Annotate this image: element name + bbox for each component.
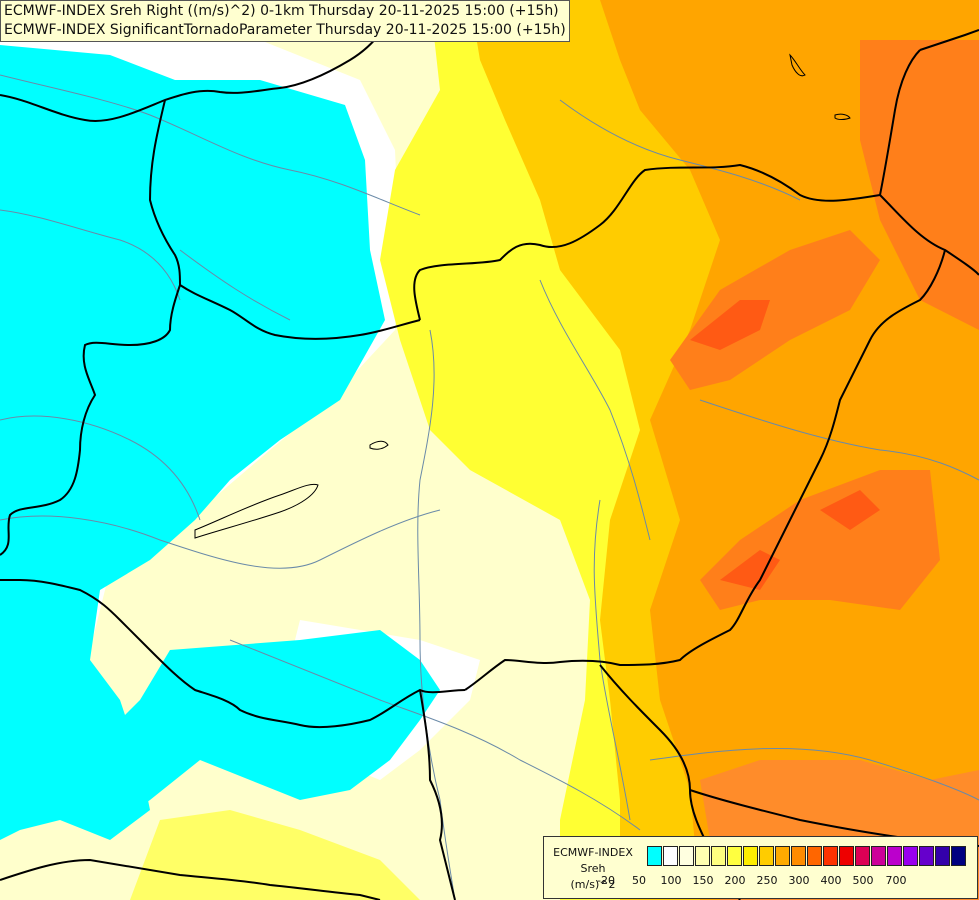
color-legend: ECMWF-INDEX Sreh (m/s)^2 -20 50 100 150 200 2… [543,836,978,899]
legend-swatches [647,846,967,866]
legend-swatch [871,846,886,866]
legend-swatch [839,846,854,866]
field-very-high-ne [670,230,880,390]
legend-swatch [855,846,870,866]
legend-swatch [695,846,710,866]
legend-swatch [775,846,790,866]
legend-swatch [791,846,806,866]
legend-swatch [951,846,966,866]
legend-swatch [679,846,694,866]
legend-swatch [903,846,918,866]
legend-swatch [919,846,934,866]
legend-swatch [935,846,950,866]
legend-tick-label: 500 [852,874,874,887]
field-negative-south [60,630,440,820]
legend-tick-label: 700 [885,874,907,887]
field-negative-sw [0,680,150,840]
legend-swatch [647,846,662,866]
legend-tick-label: 300 [788,874,810,887]
lakes [194,53,851,539]
field-negative [0,45,385,810]
legend-tick-label: 400 [820,874,842,887]
legend-swatch [711,846,726,866]
legend-swatch [743,846,758,866]
legend-tick-label: 100 [660,874,682,887]
rivers [0,74,979,900]
legend-swatch [727,846,742,866]
legend-tick-label: 50 [632,874,646,887]
field-very-high-north [860,40,979,330]
legend-swatch [759,846,774,866]
legend-swatch [663,846,678,866]
legend-unit: (m/s)^2 [570,878,616,891]
map-title-secondary: ECMWF-INDEX SignificantTornadoParameter … [4,22,566,38]
legend-source: ECMWF-INDEX [553,846,633,859]
legend-tick-label: -20 [597,874,615,887]
field-very-high-east-core [720,490,880,590]
legend-swatch [823,846,838,866]
field-very-high-core [690,300,770,350]
legend-swatch [887,846,902,866]
legend-tick-label: 250 [756,874,778,887]
map-title-primary: ECMWF-INDEX Sreh Right ((m/s)^2) 0-1km T… [4,3,559,19]
lake-balaton [194,483,319,539]
legend-parameter: Sreh [580,862,606,875]
legend-ticks: -20 50 100 150 200 250 300 400 500 700 [597,874,974,890]
map-title-box: ECMWF-INDEX Sreh Right ((m/s)^2) 0-1km T… [0,0,570,42]
legend-tick-label: 150 [692,874,714,887]
legend-swatch [807,846,822,866]
legend-tick-label: 200 [724,874,746,887]
